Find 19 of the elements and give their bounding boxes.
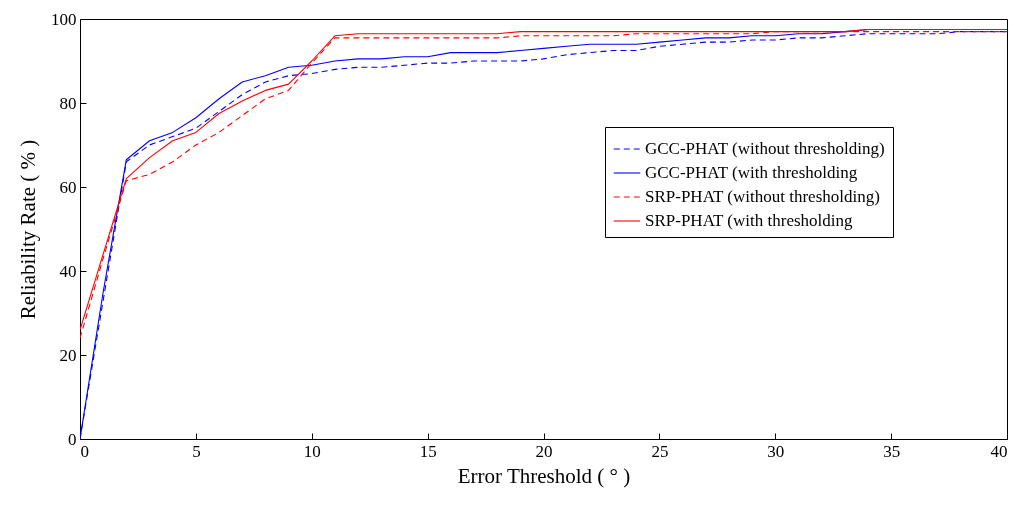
x-axis-title: Error Threshold ( ° ) [457, 463, 631, 488]
legend-label: GCC-PHAT (with thresholding [645, 163, 858, 182]
x-tick-label: 5 [192, 441, 201, 461]
legend-label: GCC-PHAT (without thresholding) [645, 139, 885, 158]
x-tick-label: 10 [303, 441, 321, 461]
x-tick-label: 35 [883, 441, 901, 461]
legend-label: SRP-PHAT (with thresholding [645, 211, 853, 230]
y-axis-title: Reliability Rate ( % ) [16, 139, 40, 320]
x-tick-label: 20 [535, 441, 553, 461]
y-tick-label: 20 [59, 345, 77, 365]
y-tick-label: 40 [59, 261, 77, 281]
legend-label: SRP-PHAT (without thresholding) [645, 187, 880, 206]
x-tick-label: 30 [767, 441, 785, 461]
y-tick-label: 100 [51, 9, 77, 29]
x-tick-label: 40 [990, 441, 1008, 461]
y-tick-label: 80 [59, 93, 77, 113]
x-tick-label: 15 [419, 441, 437, 461]
x-tick-label: 25 [651, 441, 669, 461]
y-tick-label: 60 [59, 177, 77, 197]
